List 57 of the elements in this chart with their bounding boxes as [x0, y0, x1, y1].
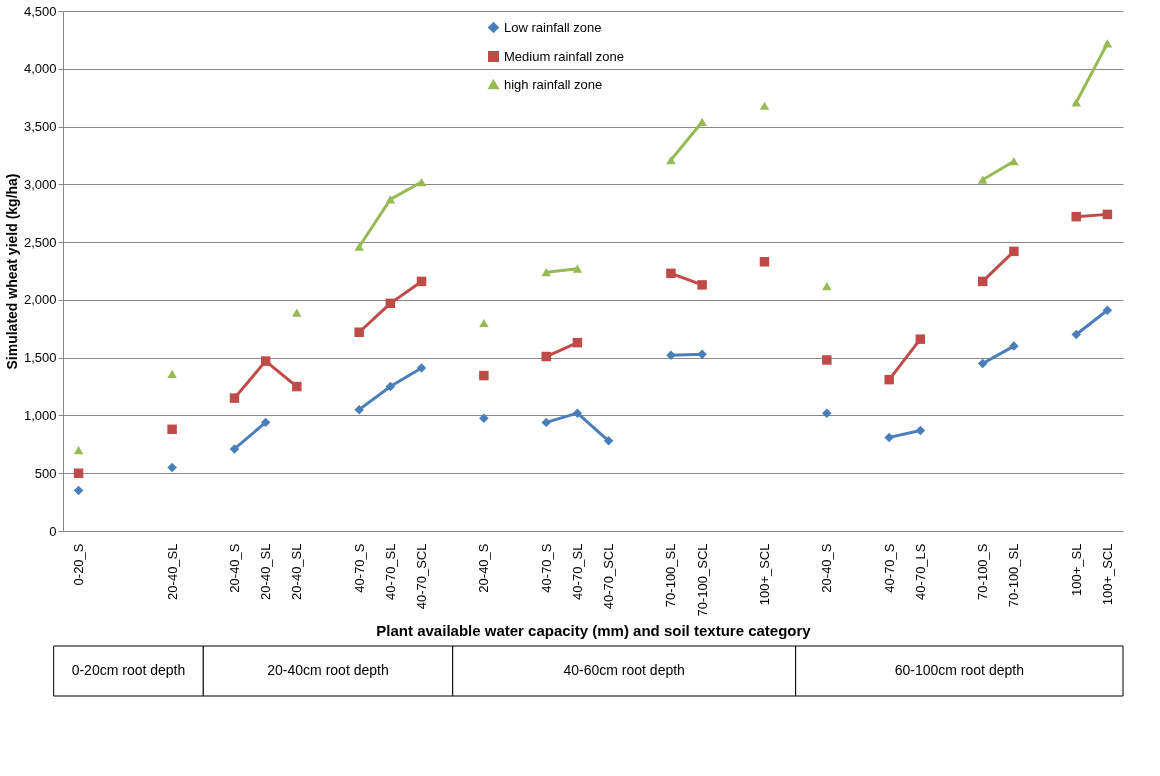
x-tick-label: 70-100_SCL [694, 543, 710, 617]
x-tick-label: 20-40_SL [258, 543, 274, 600]
point [1071, 98, 1081, 107]
text: 20-40cm root depth [267, 662, 389, 678]
text: 40-60cm root depth [563, 662, 685, 678]
point [73, 485, 84, 496]
text: 60-100cm root depth [894, 662, 1024, 678]
x-tick-label: 20-40_SL [164, 543, 180, 600]
x-tick-label: 20-40_S [819, 543, 835, 593]
y-tick-label: 500 [34, 465, 57, 481]
point [759, 101, 770, 110]
legend-label: high rainfall zone [504, 76, 603, 92]
y-tick-label: 4,500 [23, 3, 57, 19]
x-tick-label: 40-70_SCL [414, 543, 430, 610]
point [1102, 305, 1113, 316]
point [1071, 329, 1081, 340]
legend-label: Medium rainfall zone [504, 48, 624, 64]
x-tick-label: 40-70_S [881, 543, 897, 593]
point [479, 413, 489, 424]
x-tick-label: 70-100_S [975, 543, 991, 600]
text: 0-20cm root depth [71, 662, 186, 678]
y-tick-label: 1,000 [23, 407, 57, 423]
point [1071, 211, 1081, 222]
point [167, 462, 177, 473]
y-tick-label: 1,500 [23, 350, 57, 366]
x-tick-label: 70-100_SL [663, 543, 679, 608]
point [1102, 39, 1113, 48]
point [73, 446, 84, 455]
x-tick-label: 100+_SCL [1099, 543, 1115, 606]
x-tick-label: 40-70_SL [382, 543, 398, 600]
y-tick-label: 4,000 [23, 61, 57, 77]
y-tick-label: 0 [49, 523, 57, 539]
point [1102, 209, 1113, 220]
x-tick-label: 100+_SCL [756, 543, 772, 606]
x-tick-label: 20-40_S [226, 543, 242, 593]
legend-label: Low rainfall zone [504, 19, 602, 35]
point [167, 424, 177, 435]
x-tick-label: 40-70_S [538, 543, 554, 593]
point [759, 257, 770, 267]
x-tick-label: 20-40_SL [289, 543, 305, 600]
point [73, 468, 84, 478]
x-tick-label: 40-70_SL [569, 543, 585, 600]
y-tick-label: 2,500 [23, 234, 57, 250]
x-tick-label: 40-70_S [351, 543, 367, 593]
y-tick-label: 2,000 [23, 292, 57, 308]
x-tick-label: 40-70_LS [912, 543, 928, 600]
point [479, 370, 489, 381]
y-tick-label: 3,500 [23, 119, 57, 135]
x-axis-title: Plant available water capacity (mm) and soil texture category [376, 622, 812, 640]
x-tick-label: 40-70_SCL [601, 543, 617, 610]
x-tick-label: 20-40_S [476, 543, 492, 593]
x-tick-label: 0-20_S [71, 543, 87, 586]
y-axis-title: Simulated wheat yield (kg/ha) [3, 173, 20, 370]
x-tick-label: 70-100_SL [1006, 543, 1022, 608]
y-tick-label: 3,000 [23, 176, 57, 192]
x-tick-label: 100+_SL [1068, 543, 1084, 596]
point [666, 350, 676, 361]
